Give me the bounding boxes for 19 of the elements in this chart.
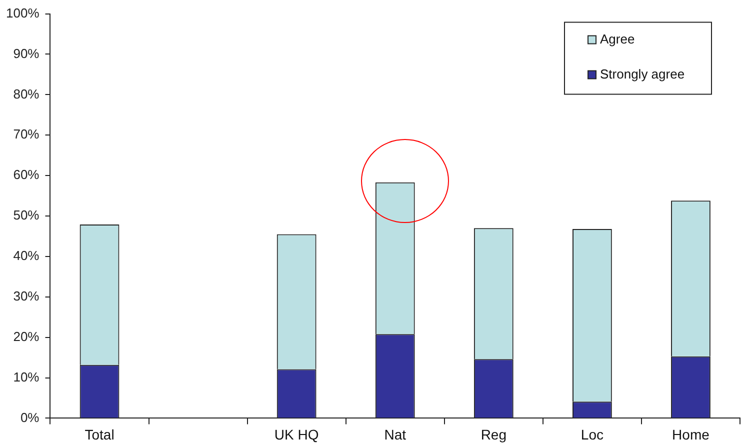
legend-label: Strongly agree [600,66,685,82]
y-tick-label: 40% [13,248,40,264]
x-tick-label: Home [672,426,710,442]
y-tick-label: 100% [6,5,40,20]
y-tick-label: 80% [13,86,40,102]
y-tick-label: 20% [13,328,40,344]
y-tick-label: 60% [13,167,40,182]
y-tick-label: 50% [13,208,40,223]
y-tick-label: 30% [13,288,40,304]
x-tick-label: Loc [580,426,604,442]
x-tick-label: UK HQ [274,426,319,442]
legend-label: Agree [600,31,635,46]
y-tick-label: 90% [13,46,40,61]
x-tick-label: Nat [384,426,406,442]
x-tick-label: Total [84,426,114,442]
y-tick-label: 70% [13,126,40,142]
x-tick-label: Reg [480,426,507,442]
y-tick-label: 0% [20,410,40,425]
y-tick-label: 10% [13,369,40,384]
